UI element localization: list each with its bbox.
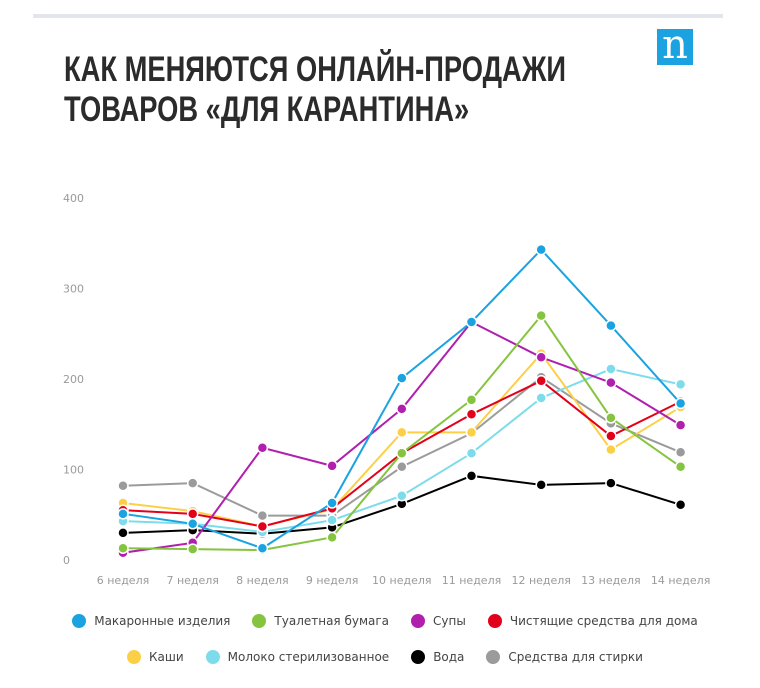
data-point <box>396 426 408 439</box>
data-point <box>326 531 338 544</box>
title-line-2: ТОВАРОВ «ДЛЯ КАРАНТИНА» <box>64 90 470 129</box>
x-tick-label: 14 неделя <box>651 574 710 587</box>
data-point <box>186 518 199 530</box>
legend-label: Супы <box>433 614 466 628</box>
legend-row-1: Макаронные изделия Туалетная бумага Супы Чи… <box>40 614 730 628</box>
legend-item: Туалетная бумага <box>252 614 389 628</box>
data-point <box>605 412 617 424</box>
data-point <box>117 542 129 554</box>
data-point <box>465 470 478 482</box>
legend-item: Вода <box>411 650 464 664</box>
y-tick-label: 100 <box>63 464 84 477</box>
legend-item: Макаронные изделия <box>72 614 230 628</box>
legend-item: Средства для стирки <box>486 650 643 664</box>
data-point <box>465 426 478 439</box>
data-point <box>256 509 269 522</box>
x-tick-label: 6 неделя <box>97 574 149 587</box>
legend-marker <box>411 614 426 628</box>
data-point <box>326 460 338 472</box>
brand-logo: n <box>657 25 693 65</box>
data-point <box>605 376 617 389</box>
legend-label: Макаронные изделия <box>94 614 231 628</box>
data-point <box>396 403 408 415</box>
y-tick-label: 300 <box>63 283 84 296</box>
data-point <box>535 392 547 404</box>
data-point <box>674 419 687 431</box>
legend-label: Вода <box>433 650 465 664</box>
data-point <box>535 309 547 322</box>
data-point <box>535 351 547 364</box>
x-tick-label: 9 неделя <box>306 574 358 587</box>
data-point <box>674 378 687 391</box>
legend-marker <box>205 650 220 664</box>
x-tick-label: 11 неделя <box>442 574 501 587</box>
data-point <box>465 394 478 406</box>
data-point <box>605 430 617 442</box>
y-tick-label: 400 <box>63 192 84 205</box>
data-point <box>396 461 408 473</box>
legend-marker <box>72 614 87 628</box>
y-tick-label: 0 <box>63 554 70 567</box>
data-point <box>674 446 687 459</box>
x-tick-label: 7 неделя <box>166 574 218 587</box>
legend-label: Чистящие средства для дома <box>509 614 698 628</box>
series-line <box>117 243 687 554</box>
data-point <box>396 372 408 384</box>
data-point <box>117 480 129 492</box>
data-point <box>605 443 617 456</box>
legend-label: Туалетная бумага <box>274 614 390 628</box>
data-point <box>117 527 129 539</box>
legend-item: Супы <box>411 614 466 628</box>
data-point <box>256 520 269 533</box>
title-line-1: КАК МЕНЯЮТСЯ ОНЛАЙН-ПРОДАЖИ <box>64 50 567 89</box>
legend-label: Средства для стирки <box>508 650 643 664</box>
data-point <box>535 243 547 256</box>
data-point <box>465 316 478 328</box>
data-point <box>186 508 199 520</box>
legend-marker <box>487 614 502 628</box>
data-point <box>117 508 129 520</box>
data-point <box>186 477 199 489</box>
x-tick-label: 10 неделя <box>372 574 431 587</box>
data-point <box>396 489 408 502</box>
legend-item: Молоко стерилизованное <box>205 650 390 664</box>
data-point <box>535 375 547 387</box>
data-point <box>674 461 687 473</box>
data-point <box>465 408 478 421</box>
data-point <box>396 447 408 459</box>
data-point <box>256 542 269 554</box>
data-point <box>326 514 338 526</box>
data-point <box>605 477 617 489</box>
x-tick-label: 13 неделя <box>581 574 640 587</box>
data-point <box>535 479 547 491</box>
x-tick-label: 12 неделя <box>511 574 570 587</box>
data-point <box>465 447 478 459</box>
data-point <box>186 543 199 555</box>
data-point <box>674 499 687 511</box>
page-title: КАК МЕНЯЮТСЯ ОНЛАЙН-ПРОДАЖИ ТОВАРОВ «ДЛЯ… <box>64 50 566 130</box>
legend-marker <box>486 650 501 664</box>
legend-marker <box>411 650 426 664</box>
legend-row-2: Каши Молоко стерилизованное Вода Средства д… <box>40 650 730 664</box>
data-point <box>605 363 617 375</box>
data-point <box>326 497 338 509</box>
data-point <box>256 442 269 454</box>
x-tick-label: 8 неделя <box>236 574 288 587</box>
legend-label: Каши <box>149 650 184 664</box>
legend-marker <box>252 614 267 628</box>
top-divider <box>33 14 723 18</box>
legend-item: Каши <box>127 650 184 664</box>
data-point <box>674 397 687 410</box>
legend-label: Молоко стерилизованное <box>227 650 390 664</box>
y-tick-label: 200 <box>63 373 84 386</box>
legend-marker <box>127 650 141 664</box>
data-point <box>605 319 617 332</box>
legend-item: Чистящие средства для дома <box>487 614 698 628</box>
